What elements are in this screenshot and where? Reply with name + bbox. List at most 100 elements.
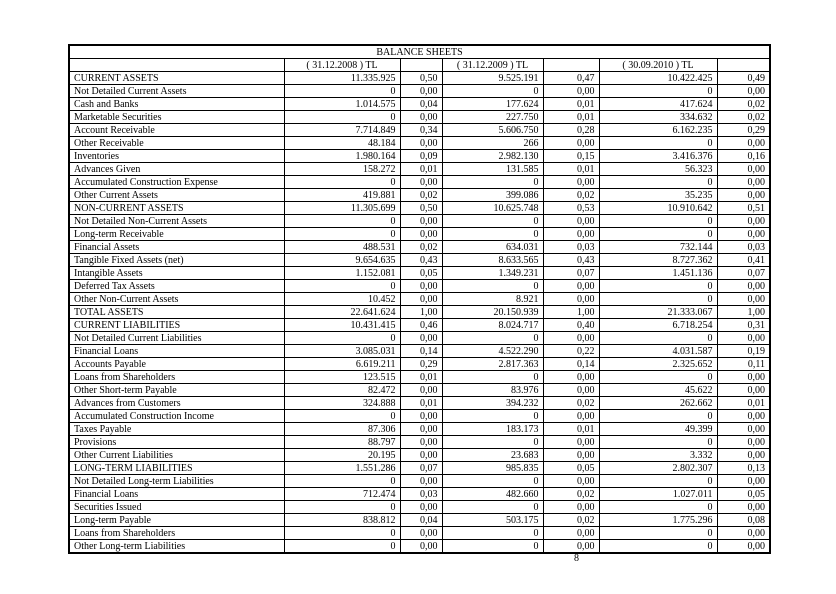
- row-label: Other Current Liabilities: [68, 448, 285, 462]
- ratio-cell: 0,46: [399, 318, 443, 332]
- ratio-cell: 0,16: [716, 149, 771, 163]
- row-label: Inventories: [68, 149, 285, 163]
- amount-cell: 10.910.642: [598, 201, 718, 215]
- amount-cell: 1.551.286: [283, 461, 401, 475]
- amount-cell: 394.232: [441, 396, 544, 410]
- table-row: Long-term Receivable 0 0,00 0 0,00 0 0,00: [68, 227, 771, 241]
- amount-cell: 10.452: [283, 292, 401, 306]
- table-row: Advances Given 158.272 0,01 131.585 0,01 56.3…: [68, 162, 771, 176]
- ratio-cell: 0,02: [716, 110, 771, 124]
- amount-cell: 227.750: [441, 110, 544, 124]
- ratio-cell: 0,00: [399, 136, 443, 150]
- amount-cell: 9.654.635: [283, 253, 401, 267]
- amount-cell: 0: [283, 409, 401, 423]
- ratio-cell: 0,00: [716, 175, 771, 189]
- ratio-cell: 0,00: [542, 331, 600, 345]
- ratio-cell: 1,00: [399, 305, 443, 319]
- row-label: Accumulated Construction Income: [68, 409, 285, 423]
- ratio-cell: 0,00: [399, 526, 443, 540]
- amount-cell: 503.175: [441, 513, 544, 527]
- ratio-cell: 0,02: [542, 188, 600, 202]
- amount-cell: 838.812: [283, 513, 401, 527]
- amount-cell: 0: [441, 227, 544, 241]
- amount-cell: 0: [598, 279, 718, 293]
- amount-cell: 0: [598, 526, 718, 540]
- row-label: Accounts Payable: [68, 357, 285, 371]
- amount-cell: 0: [283, 331, 401, 345]
- ratio-cell: 0,22: [542, 344, 600, 358]
- row-label: Cash and Banks: [68, 97, 285, 111]
- amount-cell: 266: [441, 136, 544, 150]
- ratio-cell: 0,09: [399, 149, 443, 163]
- amount-cell: 0: [441, 370, 544, 384]
- ratio-cell: 0,00: [399, 500, 443, 514]
- ratio-cell: 0,50: [399, 201, 443, 215]
- amount-cell: 0: [283, 84, 401, 98]
- row-label: CURRENT ASSETS: [68, 71, 285, 85]
- amount-cell: 123.515: [283, 370, 401, 384]
- amount-cell: 2.802.307: [598, 461, 718, 475]
- ratio-cell: 0,00: [399, 110, 443, 124]
- amount-cell: 10.422.425: [598, 71, 718, 85]
- table-row: Other Current Liabilities 20.195 0,00 23.68…: [68, 448, 771, 462]
- table-row: Loans from Shareholders 123.515 0,01 0 0,00 0…: [68, 370, 771, 384]
- row-label: Long-term Receivable: [68, 227, 285, 241]
- ratio-cell: 0,41: [716, 253, 771, 267]
- ratio-cell: 0,02: [542, 513, 600, 527]
- row-label: Loans from Shareholders: [68, 526, 285, 540]
- ratio-cell: 0,40: [542, 318, 600, 332]
- ratio-cell: 0,00: [399, 175, 443, 189]
- ratio-cell: 0,00: [542, 435, 600, 449]
- amount-cell: 0: [283, 474, 401, 488]
- ratio-cell: 0,43: [542, 253, 600, 267]
- amount-cell: 0: [598, 539, 718, 554]
- ratio-cell: 0,00: [716, 162, 771, 176]
- ratio-cell: 0,00: [399, 331, 443, 345]
- amount-cell: 0: [283, 539, 401, 554]
- column-header-period-2009: ( 31.12.2009 ) TL: [441, 58, 544, 72]
- amount-cell: 1.152.081: [283, 266, 401, 280]
- amount-cell: 8.633.565: [441, 253, 544, 267]
- row-label: Financial Assets: [68, 240, 285, 254]
- amount-cell: 87.306: [283, 422, 401, 436]
- amount-cell: 2.325.652: [598, 357, 718, 371]
- ratio-cell: 0,01: [399, 162, 443, 176]
- row-label: Advances from Customers: [68, 396, 285, 410]
- amount-cell: 0: [441, 539, 544, 554]
- amount-cell: 399.086: [441, 188, 544, 202]
- ratio-cell: 0,00: [399, 279, 443, 293]
- amount-cell: 35.235: [598, 188, 718, 202]
- amount-cell: 0: [598, 435, 718, 449]
- amount-cell: 5.606.750: [441, 123, 544, 137]
- amount-cell: 0: [441, 279, 544, 293]
- table-row: Provisions 88.797 0,00 0 0,00 0 0,00: [68, 435, 771, 449]
- ratio-cell: 0,00: [542, 175, 600, 189]
- row-label: NON-CURRENT ASSETS: [68, 201, 285, 215]
- ratio-cell: 0,01: [716, 396, 771, 410]
- amount-cell: 183.173: [441, 422, 544, 436]
- table-row: Other Current Assets 419.881 0,02 399.086 0,…: [68, 188, 771, 202]
- table-row: Not Detailed Long-term Liabilities 0 0,00 0…: [68, 474, 771, 488]
- amount-cell: 23.683: [441, 448, 544, 462]
- ratio-cell: 0,07: [542, 266, 600, 280]
- ratio-cell: 0,00: [399, 84, 443, 98]
- amount-cell: 177.624: [441, 97, 544, 111]
- ratio-cell: 0,00: [542, 409, 600, 423]
- amount-cell: 7.714.849: [283, 123, 401, 137]
- amount-cell: 21.333.067: [598, 305, 718, 319]
- ratio-cell: 0,01: [542, 97, 600, 111]
- ratio-cell: 0,05: [716, 487, 771, 501]
- amount-cell: 20.150.939: [441, 305, 544, 319]
- amount-cell: 634.031: [441, 240, 544, 254]
- ratio-cell: 0,29: [716, 123, 771, 137]
- ratio-cell: 0,03: [542, 240, 600, 254]
- ratio-cell: 0,00: [716, 422, 771, 436]
- amount-cell: 334.632: [598, 110, 718, 124]
- table-row: Other Receivable 48.184 0,00 266 0,00 0 0,00: [68, 136, 771, 150]
- header-label-spacer: [68, 58, 285, 72]
- ratio-cell: 0,00: [716, 448, 771, 462]
- ratio-cell: 0,00: [716, 500, 771, 514]
- ratio-cell: 0,02: [542, 487, 600, 501]
- ratio-cell: 0,28: [542, 123, 600, 137]
